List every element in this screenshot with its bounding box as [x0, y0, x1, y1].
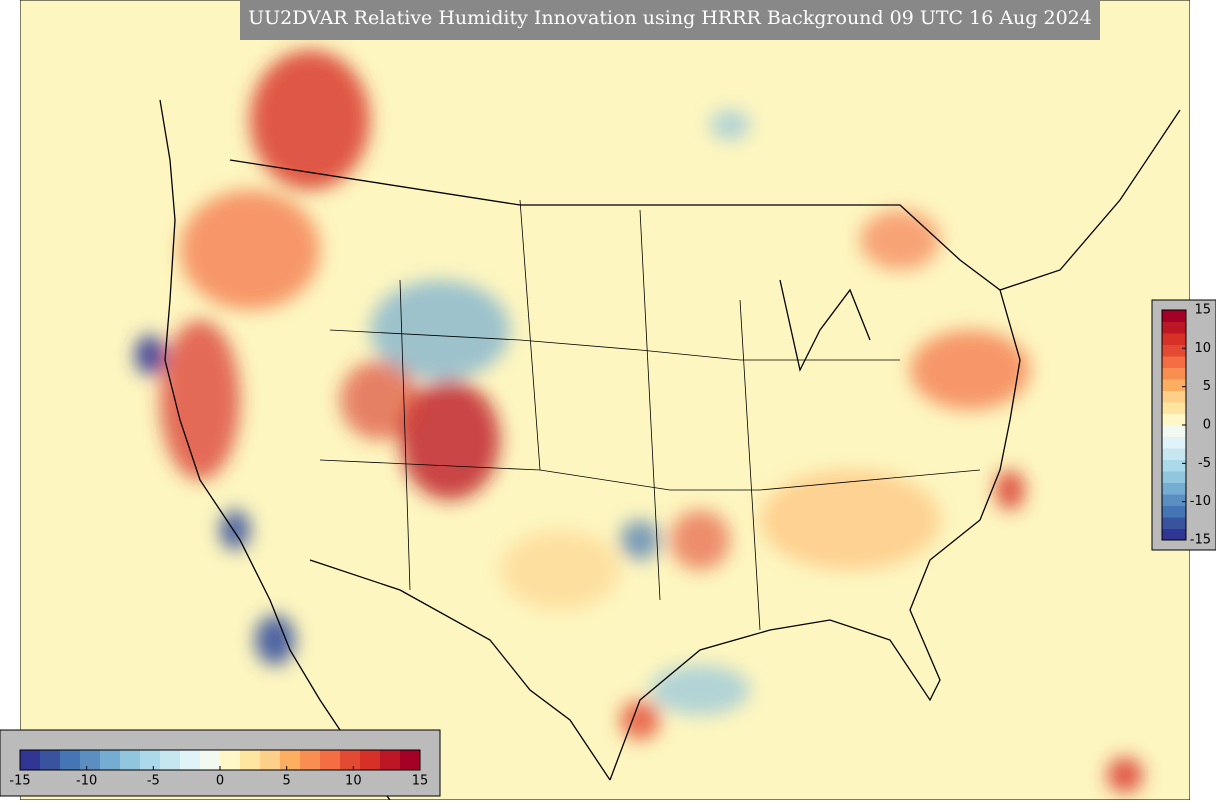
colorbar-tick-label: 10 — [345, 774, 362, 789]
colorbar-segment — [220, 750, 241, 770]
colorbar-tick-label: 0 — [1203, 418, 1211, 433]
colorbar-segment — [40, 750, 61, 770]
colorbar-segment — [380, 750, 401, 770]
colorbar-segment — [1162, 517, 1186, 529]
vertical-colorbar: -15 -10 -5 0 5 10 15 — [1161, 303, 1211, 548]
title-box — [240, 0, 1100, 40]
colorbar-segment — [160, 750, 181, 770]
colorbar-segment — [1162, 379, 1186, 391]
map-field — [20, 0, 1190, 800]
colorbar-tick-label: -5 — [147, 774, 160, 789]
colorbar-segment — [280, 750, 301, 770]
colorbar-segment — [1162, 425, 1186, 437]
colorbar-tick-label: 15 — [1194, 303, 1211, 318]
horizontal-colorbar: -15 -10 -5 0 5 10 15 — [9, 749, 429, 789]
colorbar-segment — [1162, 528, 1186, 541]
colorbar-tick-label: -10 — [76, 774, 97, 789]
colorbar-segment — [1162, 471, 1186, 483]
colorbar-segment — [1162, 482, 1186, 495]
colorbar-segment — [1162, 436, 1186, 449]
colorbar-segment — [1162, 367, 1186, 380]
colorbar-segment — [200, 750, 221, 770]
colorbar-tick-label: 10 — [1194, 341, 1211, 356]
colorbar-segment — [180, 750, 201, 770]
colorbar-tick-label: -15 — [9, 774, 30, 789]
colorbar-segment — [1162, 459, 1186, 472]
colorbar-tick-label: 5 — [283, 774, 291, 789]
colorbar-segment — [1162, 344, 1186, 357]
colorbar-segment — [240, 750, 261, 770]
colorbar-segment — [1162, 356, 1186, 368]
colorbar-segment — [1162, 505, 1186, 518]
map-title: UU2DVAR Relative Humidity Innovation usi… — [248, 7, 1092, 29]
colorbar-segment — [100, 750, 121, 770]
colorbar-segment — [60, 750, 81, 770]
colorbar-tick-label: -15 — [1190, 533, 1211, 548]
colorbar-segment — [340, 750, 361, 770]
colorbar-segment — [360, 750, 381, 770]
colorbar-tick-label: 15 — [412, 774, 429, 789]
colorbar-segment — [140, 750, 161, 770]
colorbar-tick-label: 5 — [1203, 379, 1211, 394]
colorbar-segment — [400, 750, 421, 770]
colorbar-segment — [1162, 448, 1186, 460]
colorbar-segment — [320, 750, 341, 770]
colorbar-segment — [300, 750, 321, 770]
colorbar-segment — [1162, 402, 1186, 414]
colorbar-segment — [1162, 321, 1186, 334]
colorbar-segment — [1162, 333, 1186, 345]
colorbar-tick-label: -5 — [1198, 456, 1211, 471]
colorbar-segment — [1162, 390, 1186, 403]
colorbar-segment — [80, 750, 101, 770]
innovation-field — [135, 50, 1143, 793]
colorbar-segment — [120, 750, 141, 770]
coastlines-and-borders — [159, 99, 1181, 800]
colorbar-segment — [20, 750, 41, 770]
colorbar-segment — [1162, 310, 1186, 322]
colorbar-segment — [1162, 494, 1186, 506]
colorbar-tick-label: 0 — [216, 774, 224, 789]
colorbar-tick-label: -10 — [1190, 494, 1211, 509]
colorbar-segment — [260, 750, 281, 770]
colorbar-segment — [1162, 413, 1186, 426]
